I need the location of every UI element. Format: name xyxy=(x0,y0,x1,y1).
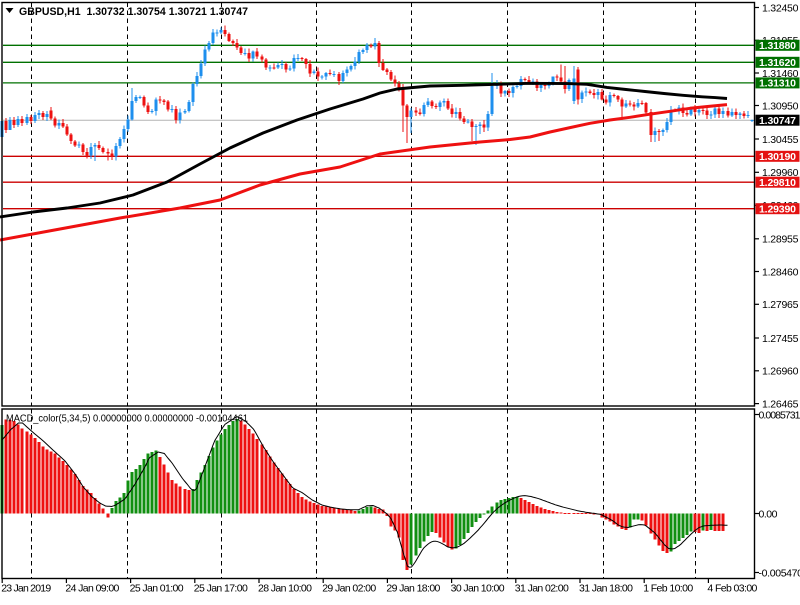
svg-text:1.32450: 1.32450 xyxy=(762,2,799,14)
svg-text:1.27965: 1.27965 xyxy=(762,299,799,311)
svg-text:-0.0054707: -0.0054707 xyxy=(759,567,800,579)
svg-text:1.29810: 1.29810 xyxy=(759,177,796,189)
svg-text:29 Jan 18:00: 29 Jan 18:00 xyxy=(386,583,440,595)
svg-text:4 Feb 03:00: 4 Feb 03:00 xyxy=(707,583,757,595)
svg-text:28 Jan 10:00: 28 Jan 10:00 xyxy=(258,583,312,595)
svg-text:1.29390: 1.29390 xyxy=(759,204,796,216)
svg-text:1.31310: 1.31310 xyxy=(759,78,796,90)
svg-text:30 Jan 10:00: 30 Jan 10:00 xyxy=(451,583,505,595)
svg-text:1.30950: 1.30950 xyxy=(762,100,799,112)
svg-text:MACD_color(5,34,5) 0.00000000: MACD_color(5,34,5) 0.00000000 0.00000000… xyxy=(6,413,248,425)
svg-text:1.28460: 1.28460 xyxy=(762,266,799,278)
svg-text:1.31880: 1.31880 xyxy=(759,40,796,52)
svg-text:25 Jan 01:00: 25 Jan 01:00 xyxy=(130,583,184,595)
svg-text:25 Jan 17:00: 25 Jan 17:00 xyxy=(194,583,248,595)
svg-text:GBPUSD,H1 1.30732 1.30754 1.3: GBPUSD,H1 1.30732 1.30754 1.30721 1.3074… xyxy=(19,6,248,18)
svg-text:0.00: 0.00 xyxy=(759,508,778,520)
svg-text:1.26960: 1.26960 xyxy=(762,366,799,378)
svg-text:1.30747: 1.30747 xyxy=(759,115,796,127)
svg-text:1.30190: 1.30190 xyxy=(759,151,796,163)
svg-text:31 Jan 02:00: 31 Jan 02:00 xyxy=(515,583,569,595)
svg-text:1.31620: 1.31620 xyxy=(759,57,796,69)
svg-text:29 Jan 02:00: 29 Jan 02:00 xyxy=(322,583,376,595)
svg-text:31 Jan 18:00: 31 Jan 18:00 xyxy=(579,583,633,595)
svg-text:1.28955: 1.28955 xyxy=(762,234,799,246)
svg-text:23 Jan 2019: 23 Jan 2019 xyxy=(1,583,51,595)
svg-text:1 Feb 10:00: 1 Feb 10:00 xyxy=(643,583,693,595)
svg-text:1.30455: 1.30455 xyxy=(762,134,799,146)
svg-text:0.0085731: 0.0085731 xyxy=(759,409,800,421)
svg-text:24 Jan 09:00: 24 Jan 09:00 xyxy=(65,583,119,595)
svg-text:1.27455: 1.27455 xyxy=(762,333,799,345)
